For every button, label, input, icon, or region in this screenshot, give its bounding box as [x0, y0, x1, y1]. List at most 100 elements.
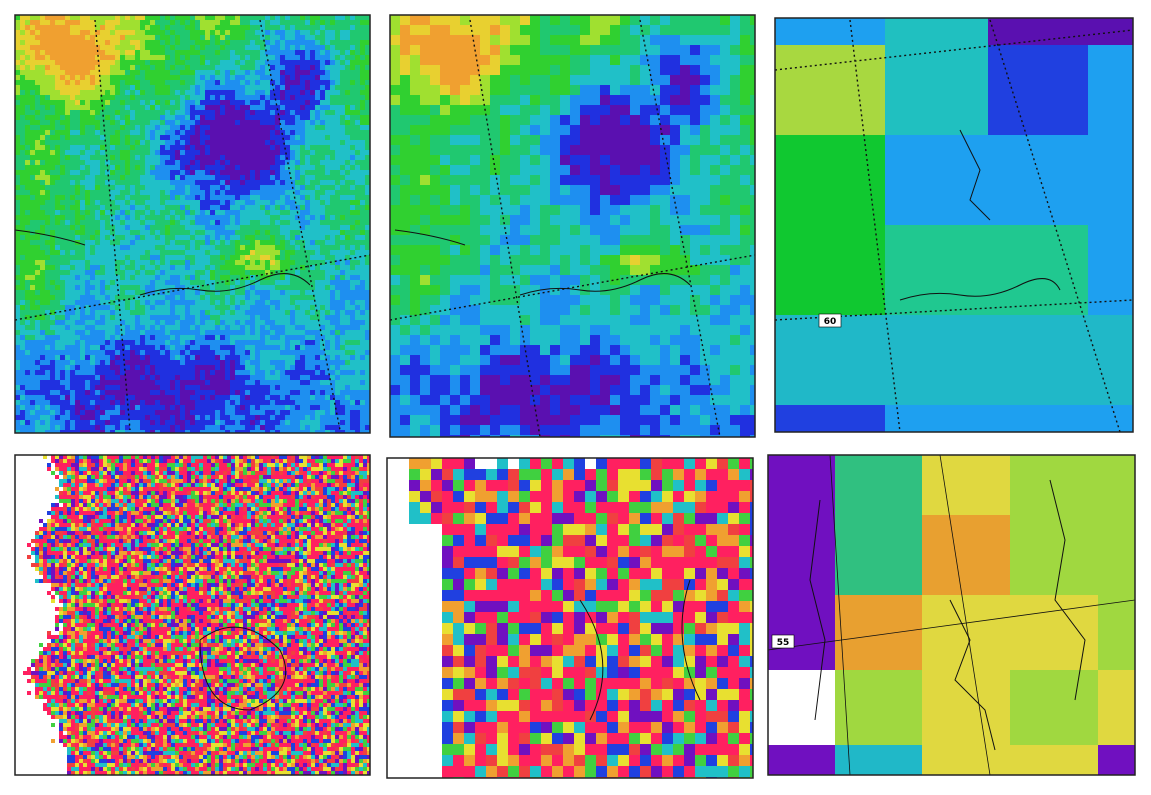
map-cell	[215, 165, 220, 170]
map-cell	[280, 190, 285, 195]
map-cell	[25, 80, 30, 85]
map-cell	[235, 85, 240, 90]
map-cell	[290, 335, 295, 340]
map-cell	[245, 355, 250, 360]
map-cell	[175, 70, 180, 75]
map-cell	[145, 365, 150, 370]
map-cell	[290, 265, 295, 270]
map-cell	[340, 85, 345, 90]
map-cell	[60, 355, 65, 360]
map-cell	[20, 135, 25, 140]
map-cell	[275, 265, 280, 270]
map-cell	[275, 15, 280, 20]
map-cell	[70, 30, 75, 35]
map-cell	[110, 185, 115, 190]
map-cell	[365, 260, 370, 265]
map-cell	[260, 40, 265, 45]
map-cell	[305, 85, 310, 90]
map-cell	[305, 140, 310, 145]
map-cell	[25, 275, 30, 280]
map-cell	[110, 25, 115, 30]
map-cell	[45, 360, 50, 365]
map-cell	[115, 85, 120, 90]
map-cell	[115, 70, 120, 75]
map-cell	[35, 305, 40, 310]
map-cell	[45, 135, 50, 140]
map-cell	[105, 125, 110, 130]
map-cell	[205, 75, 210, 80]
map-cell	[250, 280, 255, 285]
map-cell	[165, 210, 170, 215]
map-cell	[255, 95, 260, 100]
map-cell	[65, 90, 70, 95]
map-cell	[360, 335, 365, 340]
map-cell	[75, 190, 80, 195]
map-cell	[240, 120, 245, 125]
map-cell	[315, 25, 320, 30]
map-cell	[260, 140, 265, 145]
map-cell	[195, 175, 200, 180]
map-cell	[125, 265, 130, 270]
map-cell	[310, 85, 315, 90]
map-cell	[230, 180, 235, 185]
map-cell	[55, 95, 60, 100]
map-cell	[325, 180, 330, 185]
map-cell	[20, 320, 25, 325]
map-cell	[165, 335, 170, 340]
map-cell	[150, 310, 155, 315]
map-cell	[305, 240, 310, 245]
map-cell	[310, 290, 315, 295]
map-cell	[110, 365, 115, 370]
map-cell	[290, 95, 295, 100]
map-cell	[340, 305, 345, 310]
map-cell	[135, 190, 140, 195]
map-cell	[305, 95, 310, 100]
map-cell	[170, 305, 175, 310]
map-cell	[165, 280, 170, 285]
map-cell	[270, 160, 275, 165]
map-cell	[360, 280, 365, 285]
map-cell	[160, 75, 165, 80]
map-cell	[30, 180, 35, 185]
map-cell	[165, 80, 170, 85]
map-cell	[175, 325, 180, 330]
map-cell	[100, 300, 105, 305]
map-cell	[245, 215, 250, 220]
map-cell	[290, 180, 295, 185]
map-cell	[15, 310, 20, 315]
map-cell	[205, 295, 210, 300]
map-cell	[120, 225, 125, 230]
map-cell	[55, 50, 60, 55]
map-cell	[235, 325, 240, 330]
map-cell	[30, 55, 35, 60]
map-cell	[185, 315, 190, 320]
map-cell	[55, 300, 60, 305]
map-cell	[125, 190, 130, 195]
map-cell	[260, 195, 265, 200]
map-cell	[330, 140, 335, 145]
map-cell	[75, 320, 80, 325]
map-cell	[60, 145, 65, 150]
map-cell	[235, 310, 240, 315]
map-cell	[105, 175, 110, 180]
map-cell	[65, 80, 70, 85]
map-cell	[210, 325, 215, 330]
map-cell	[80, 130, 85, 135]
map-cell	[65, 270, 70, 275]
map-cell	[40, 90, 45, 95]
map-cell	[365, 350, 370, 355]
map-cell	[285, 25, 290, 30]
map-cell	[110, 65, 115, 70]
map-cell	[15, 365, 20, 370]
map-cell	[350, 265, 355, 270]
map-cell	[275, 30, 280, 35]
map-cell	[105, 265, 110, 270]
map-cell	[55, 290, 60, 295]
map-cell	[360, 200, 365, 205]
map-cell	[255, 335, 260, 340]
map-cell	[320, 155, 325, 160]
map-cell	[125, 170, 130, 175]
map-cell	[75, 45, 80, 50]
map-cell	[175, 110, 180, 115]
map-cell	[165, 120, 170, 125]
